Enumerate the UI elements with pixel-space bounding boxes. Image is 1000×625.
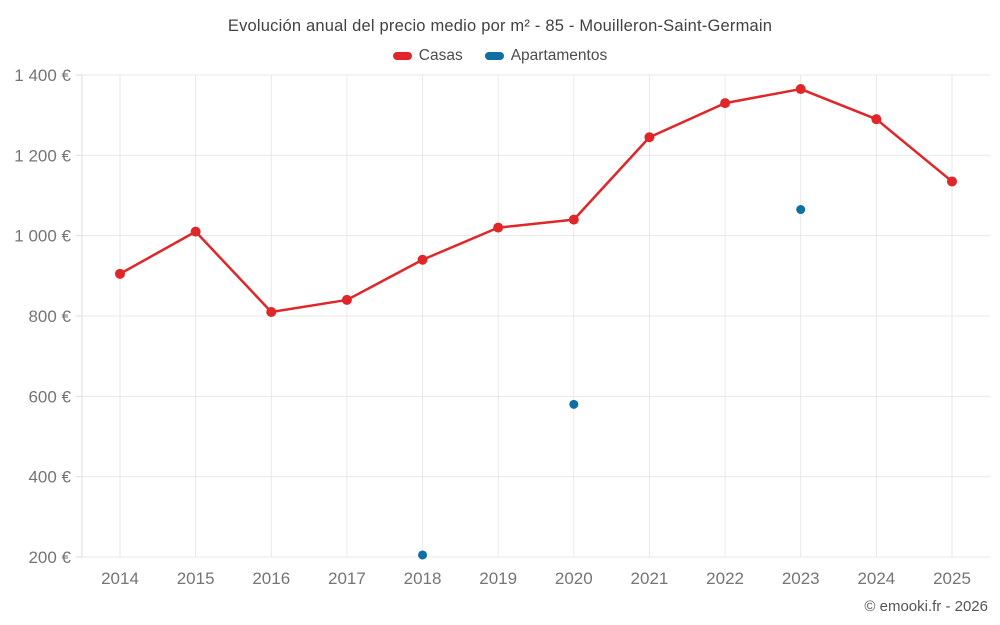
y-tick-label: 1 400 € (14, 66, 71, 85)
y-tick-label: 200 € (28, 548, 71, 567)
x-tick-label: 2021 (631, 569, 669, 588)
y-tick-label: 800 € (28, 307, 71, 326)
casas-point[interactable] (190, 226, 201, 237)
y-tick-label: 1 000 € (14, 227, 71, 246)
copyright: © emooki.fr - 2026 (864, 598, 988, 615)
legend-label-casas: Casas (418, 47, 463, 64)
legend-item-casas[interactable]: Casas (392, 47, 463, 65)
apartamentos-point[interactable] (418, 550, 428, 560)
y-tick-label: 1 200 € (14, 146, 71, 165)
apartamentos-swatch-icon (484, 52, 504, 60)
legend-item-apartamentos[interactable]: Apartamentos (484, 47, 608, 65)
apartamentos-point[interactable] (569, 399, 579, 409)
casas-point[interactable] (644, 132, 655, 143)
casas-point[interactable] (341, 294, 352, 305)
x-tick-label: 2015 (177, 569, 215, 588)
casas-point[interactable] (266, 306, 277, 317)
casas-point[interactable] (417, 254, 428, 265)
x-tick-label: 2020 (555, 569, 593, 588)
casas-point[interactable] (493, 222, 504, 233)
x-tick-label: 2014 (101, 569, 139, 588)
x-tick-label: 2017 (328, 569, 366, 588)
x-tick-label: 2025 (933, 569, 971, 588)
apartamentos-point[interactable] (796, 205, 806, 215)
x-tick-label: 2019 (479, 569, 517, 588)
casas-point[interactable] (720, 98, 731, 109)
casas-point[interactable] (947, 176, 957, 187)
x-tick-label: 2022 (706, 569, 744, 588)
x-tick-label: 2023 (782, 569, 820, 588)
y-tick-label: 400 € (28, 468, 71, 487)
casas-point[interactable] (795, 84, 806, 95)
casas-point[interactable] (568, 214, 579, 225)
chart-legend: Casas Apartamentos (0, 47, 1000, 65)
x-tick-label: 2016 (252, 569, 290, 588)
casas-swatch-icon (392, 52, 412, 60)
legend-label-apartamentos: Apartamentos (510, 47, 608, 64)
y-tick-label: 600 € (28, 387, 71, 406)
x-tick-label: 2024 (857, 569, 895, 588)
x-tick-label: 2018 (404, 569, 442, 588)
casas-point[interactable] (115, 268, 125, 279)
casas-point[interactable] (871, 114, 882, 125)
chart-title: Evolución anual del precio medio por m² … (227, 17, 773, 35)
casas-line (118, 87, 954, 314)
